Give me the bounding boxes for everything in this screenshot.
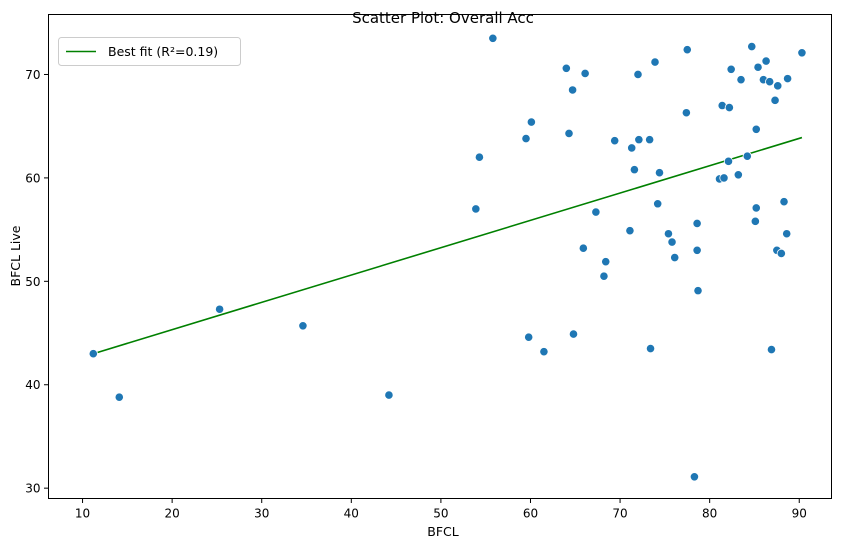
data-point <box>692 245 702 255</box>
data-point <box>682 45 692 55</box>
plot-area <box>48 14 832 499</box>
best-fit-line <box>93 136 803 355</box>
data-point <box>770 95 780 105</box>
data-point <box>653 199 663 209</box>
x-tick-label: 70 <box>612 507 627 521</box>
x-tick-label: 30 <box>254 507 269 521</box>
data-point <box>719 173 729 183</box>
data-point <box>634 135 644 145</box>
data-point <box>779 197 789 207</box>
data-point <box>765 77 775 87</box>
data-point <box>797 48 807 58</box>
legend: Best fit (R²=0.19) <box>58 37 241 66</box>
data-point <box>724 102 734 113</box>
fit-line-layer <box>93 136 803 355</box>
data-point <box>567 85 578 95</box>
data-point <box>773 81 783 91</box>
data-point <box>663 229 674 239</box>
data-point <box>384 390 394 400</box>
data-point <box>753 62 763 72</box>
chart-title: Scatter Plot: Overall Acc <box>352 9 534 27</box>
x-axis-label: BFCL <box>427 524 458 539</box>
data-point <box>526 117 536 127</box>
data-point <box>599 271 609 281</box>
data-point <box>689 472 700 482</box>
data-point <box>693 286 703 296</box>
data-point <box>471 204 481 214</box>
data-points-layer <box>88 33 807 482</box>
data-point <box>539 347 549 357</box>
data-point <box>692 218 702 229</box>
data-point <box>601 257 611 267</box>
data-point <box>627 143 637 153</box>
legend-box <box>58 37 241 66</box>
y-axis-ticks: 30 40 50 60 70 <box>25 68 49 496</box>
data-point <box>568 329 579 339</box>
data-point <box>654 168 665 178</box>
data-point <box>645 343 656 354</box>
data-point <box>650 57 660 67</box>
x-tick-label: 80 <box>702 507 717 521</box>
data-point <box>751 203 761 213</box>
data-point <box>298 321 308 331</box>
data-point <box>591 207 601 217</box>
x-tick-label: 90 <box>792 507 807 521</box>
x-tick-label: 20 <box>164 507 179 521</box>
data-point <box>625 226 635 236</box>
data-point <box>766 344 777 355</box>
data-point <box>667 237 677 247</box>
y-axis-label: BFCL Live <box>8 225 23 286</box>
data-point <box>524 332 534 342</box>
data-point <box>610 136 620 146</box>
legend-fit-line-label: Best fit (R²=0.19) <box>108 44 218 59</box>
x-axis-ticks: 10 20 30 40 50 60 70 80 90 <box>75 498 807 521</box>
data-point <box>629 165 640 175</box>
data-point <box>488 33 498 43</box>
data-point <box>761 56 771 66</box>
data-point <box>736 75 746 85</box>
data-point <box>783 74 793 84</box>
data-point <box>580 68 590 79</box>
data-point <box>561 63 571 73</box>
data-point <box>215 304 225 314</box>
data-point <box>776 248 786 258</box>
x-tick-label: 40 <box>344 507 359 521</box>
data-point <box>114 392 124 402</box>
y-tick-label: 40 <box>25 378 40 392</box>
data-point <box>733 170 743 180</box>
data-point <box>521 134 531 144</box>
data-point <box>645 135 655 145</box>
data-point <box>578 243 588 253</box>
data-point <box>474 152 485 162</box>
data-point <box>782 229 792 239</box>
y-tick-label: 60 <box>25 171 40 185</box>
y-tick-label: 30 <box>25 482 40 496</box>
x-tick-label: 60 <box>523 507 538 521</box>
plot-frame <box>48 14 832 499</box>
data-point <box>726 64 736 74</box>
y-tick-label: 50 <box>25 275 40 289</box>
data-point <box>751 124 761 134</box>
y-tick-label: 70 <box>25 68 40 82</box>
data-point <box>723 156 734 166</box>
data-point <box>742 151 752 161</box>
data-point <box>633 69 643 80</box>
x-tick-label: 10 <box>75 507 90 521</box>
data-point <box>750 216 760 226</box>
data-point <box>747 41 757 52</box>
data-point <box>564 128 574 139</box>
x-tick-label: 50 <box>433 507 448 521</box>
data-point <box>681 108 691 118</box>
data-point <box>88 349 98 359</box>
data-point <box>670 252 680 263</box>
